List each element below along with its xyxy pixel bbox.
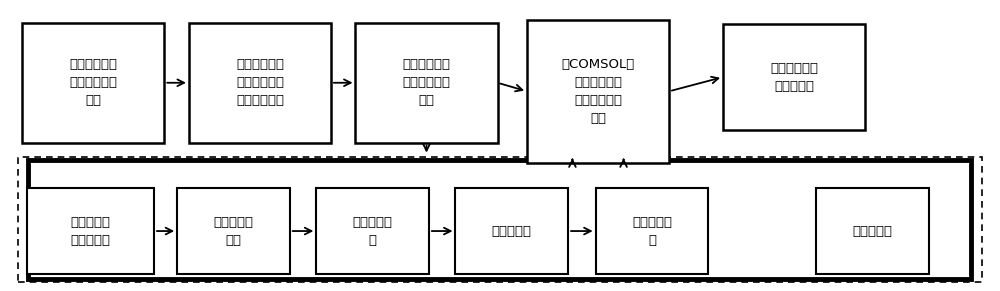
- Text: 激励源参数
设置: 激励源参数 设置: [213, 216, 253, 246]
- Text: 输出仿真结果
并进行分析: 输出仿真结果 并进行分析: [770, 62, 818, 93]
- Bar: [22, 23, 164, 143]
- Text: 设置研究步
骤: 设置研究步 骤: [632, 216, 672, 246]
- Bar: [18, 157, 982, 282]
- Text: 分区构建胸腔
仿真数学物理
模型: 分区构建胸腔 仿真数学物理 模型: [402, 58, 450, 107]
- Text: 求解器求解: 求解器求解: [852, 225, 892, 237]
- Bar: [189, 23, 331, 143]
- Bar: [596, 188, 708, 274]
- Text: 建立胸腔仿
真几何模型: 建立胸腔仿 真几何模型: [70, 216, 110, 246]
- Text: 在COMSOL中
实现仿真模型
的建立并进行
实验: 在COMSOL中 实现仿真模型 的建立并进行 实验: [561, 58, 635, 125]
- Bar: [28, 160, 971, 279]
- Bar: [723, 24, 865, 130]
- Bar: [527, 20, 669, 163]
- Text: 分类建立生物
组织等效电路
模型: 分类建立生物 组织等效电路 模型: [69, 58, 117, 107]
- Bar: [355, 23, 498, 143]
- Text: 确定肺部空气
参数量与肺组
织电导率关系: 确定肺部空气 参数量与肺组 织电导率关系: [236, 58, 284, 107]
- Bar: [455, 188, 568, 274]
- Text: 模型材料选
择: 模型材料选 择: [353, 216, 393, 246]
- Bar: [816, 188, 929, 274]
- Bar: [27, 188, 154, 274]
- Text: 添加电磁场: 添加电磁场: [492, 225, 532, 237]
- Bar: [177, 188, 290, 274]
- Bar: [316, 188, 429, 274]
